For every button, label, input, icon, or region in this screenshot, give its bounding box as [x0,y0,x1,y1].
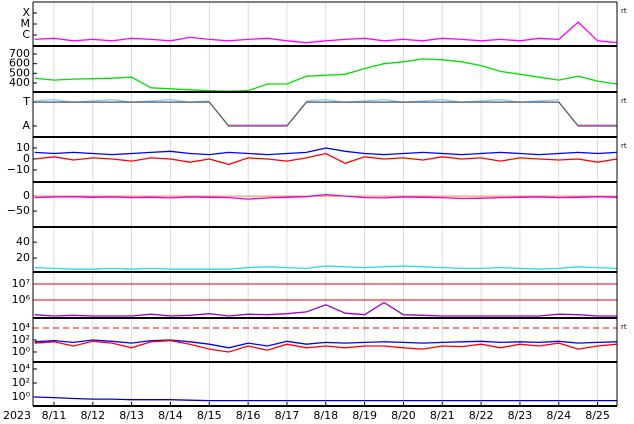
data-line [34,339,617,353]
y-tick-label: C [22,28,30,41]
y-tick-label: 700 [9,47,30,60]
flag-label: rt [621,97,627,105]
y-tick-label: 400 [9,76,30,89]
data-line [34,58,617,92]
y-tick-label: M [21,17,31,30]
y-tick-label: 10⁶ [12,293,31,306]
data-line [34,193,617,200]
data-line [34,152,617,166]
y-tick-label: X [22,6,30,19]
data-line [34,396,617,402]
x-tick-label: 8/11 [42,409,67,422]
y-tick-label: A [22,119,30,132]
y-tick-label: 10² [12,333,30,346]
x-tick-label: 8/19 [352,409,377,422]
x-tick-label: 8/15 [197,409,222,422]
data-line [34,147,617,156]
data-line [34,339,617,349]
y-tick-label: −50 [7,204,30,217]
y-tick-label: 500 [9,66,30,79]
y-tick-label: 10⁴ [12,362,31,375]
x-tick-label: 8/20 [391,409,416,422]
x-tick-label: 8/23 [508,409,533,422]
x-tick-label: 8/12 [80,409,105,422]
y-tick-label: −10 [7,163,30,176]
y-tick-label: 0 [23,189,30,202]
y-tick-label: 10 [16,141,30,154]
x-tick-label: 8/21 [430,409,455,422]
y-tick-label: 10⁷ [12,277,30,290]
data-line [34,101,617,127]
y-tick-label: 40 [16,235,30,248]
x-tick-label: 8/14 [158,409,183,422]
y-tick-label: 10⁰ [12,390,31,403]
year-label: 2023 [3,409,31,422]
flag-label: rt [621,142,627,150]
x-tick-label: 8/25 [585,409,610,422]
y-tick-label: 600 [9,57,30,70]
x-tick-label: 8/24 [546,409,571,422]
data-line [34,301,617,317]
y-tick-label: T [22,95,30,108]
y-tick-label: 0 [23,152,30,165]
flag-label: rt [621,7,627,15]
data-line [34,265,617,270]
x-tick-label: 8/22 [469,409,494,422]
y-tick-label: 10⁰ [12,345,31,358]
data-line [34,21,617,44]
y-tick-label: 20 [16,251,30,264]
y-tick-label: 10⁴ [12,321,31,334]
x-tick-label: 8/17 [275,409,300,422]
y-tick-label: 10² [12,376,30,389]
x-tick-label: 8/18 [313,409,338,422]
flag-label: rt [621,323,627,331]
x-tick-label: 8/13 [119,409,144,422]
x-tick-label: 8/16 [236,409,261,422]
